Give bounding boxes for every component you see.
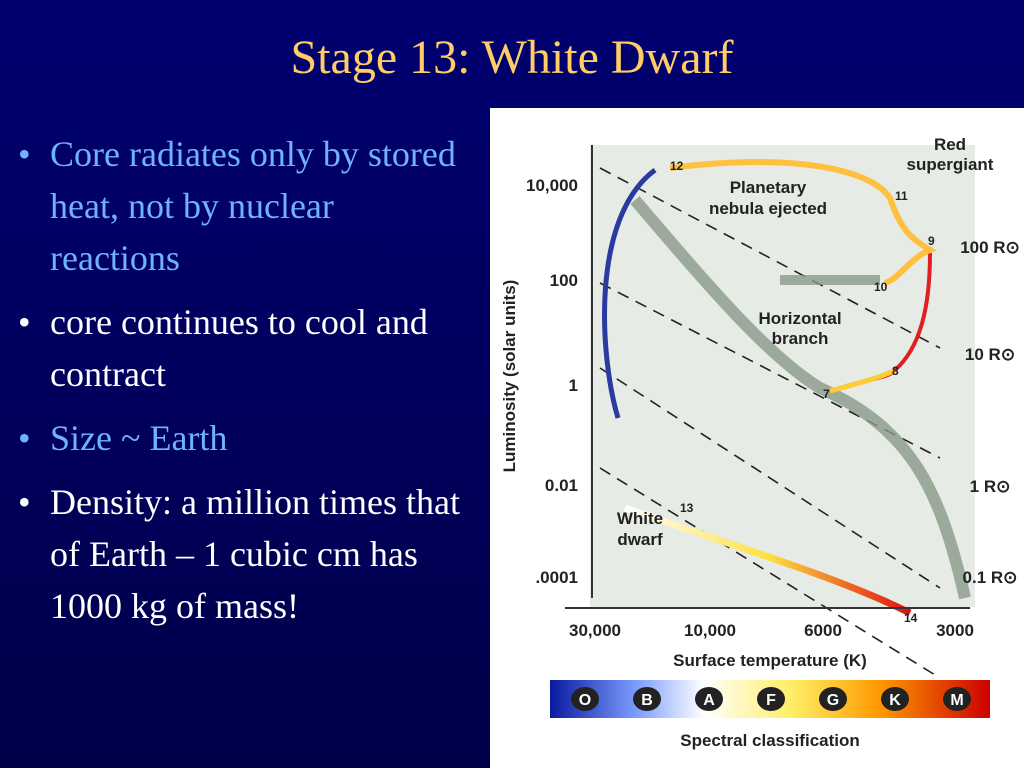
stage-number: 7 [823, 387, 830, 401]
class-badge [757, 687, 785, 711]
slide-title: Stage 13: White Dwarf [290, 31, 734, 84]
class-badge [819, 687, 847, 711]
class-letter: O [579, 692, 591, 709]
annotation: Planetary [730, 178, 807, 197]
x-tick-label: 3000 [936, 621, 974, 640]
class-badge [633, 687, 661, 711]
y-tick-label: .0001 [535, 568, 578, 587]
y-tick-label: 0.01 [545, 476, 578, 495]
spectral-label: Spectral classification [680, 731, 860, 750]
x-axis-label: Surface temperature (K) [673, 651, 867, 670]
stage-number: 12 [670, 159, 684, 173]
y-tick-label: 100 [550, 271, 578, 290]
stage-number: 14 [904, 611, 918, 625]
subgiant-track [829, 367, 897, 394]
class-letter: A [703, 692, 715, 709]
class-badge [881, 687, 909, 711]
y-tick-label: 1 [569, 376, 578, 395]
class-letter: M [950, 692, 963, 709]
class-badge [571, 687, 599, 711]
radius-label: 10 R⊙ [965, 345, 1015, 364]
annotation: supergiant [907, 155, 994, 174]
bullet: Density: a million times that of Earth –… [18, 476, 468, 632]
stage-numbers: 7 8 9 10 11 12 13 14 [670, 159, 935, 625]
radius-label: 1 R⊙ [970, 477, 1011, 496]
radius-label: 0.1 R⊙ [963, 568, 1018, 587]
x-tick-label: 6000 [804, 621, 842, 640]
class-badge [695, 687, 723, 711]
stage-number: 13 [680, 501, 694, 515]
annotation: branch [772, 329, 829, 348]
cooling-track [623, 504, 912, 617]
bullet: Core radiates only by stored heat, not b… [18, 128, 468, 284]
white-dwarf-track [602, 167, 657, 419]
class-letter: B [641, 692, 653, 709]
bullet: core continues to cool and contract [18, 296, 468, 400]
stage-number: 9 [928, 234, 935, 248]
annotation: White [617, 509, 663, 528]
class-letter: K [889, 692, 901, 709]
stage-number: 11 [895, 189, 908, 203]
y-tick-label: 10,000 [526, 176, 578, 195]
bullet: Size ~ Earth [18, 412, 468, 464]
x-tick-label: 10,000 [684, 621, 736, 640]
main-sequence [630, 196, 971, 600]
stage-number: 8 [892, 364, 899, 378]
radius-label: 100 R⊙ [960, 238, 1020, 257]
stage-number: 10 [874, 280, 888, 294]
agb-track [669, 159, 937, 286]
class-letter: G [827, 692, 839, 709]
y-axis-label: Luminosity (solar units) [500, 280, 519, 473]
radius-lines [599, 167, 941, 679]
x-tick-label: 30,000 [569, 621, 621, 640]
class-badge [943, 687, 971, 711]
annotation: Horizontal [758, 309, 841, 328]
annotation: dwarf [617, 530, 663, 549]
annotation: Red [934, 135, 966, 154]
hr-diagram: Luminosity (solar units) 10,000 100 1 0.… [490, 108, 1024, 768]
annotation: nebula ejected [709, 199, 827, 218]
bullet-list: Core radiates only by stored heat, not b… [18, 128, 468, 644]
class-letter: F [766, 692, 776, 709]
